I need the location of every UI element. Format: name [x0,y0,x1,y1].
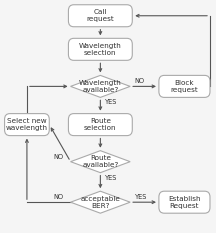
Text: NO: NO [54,194,64,200]
FancyBboxPatch shape [5,114,49,136]
Polygon shape [71,191,130,213]
Text: Wavelength
selection: Wavelength selection [79,43,122,56]
Text: Block
request: Block request [171,80,198,93]
Polygon shape [71,151,130,173]
Text: NO: NO [135,78,145,84]
Text: YES: YES [105,175,117,181]
Text: YES: YES [105,99,117,106]
FancyBboxPatch shape [68,5,132,27]
Text: NO: NO [54,154,64,160]
Text: Wavelength
available?: Wavelength available? [79,80,122,93]
Text: acceptable
BER?: acceptable BER? [80,196,120,209]
Text: Route
available?: Route available? [82,155,119,168]
FancyBboxPatch shape [159,75,210,97]
Text: Establish
Request: Establish Request [168,196,201,209]
FancyBboxPatch shape [159,191,210,213]
Text: YES: YES [135,194,147,200]
Text: Route
selection: Route selection [84,118,117,131]
Polygon shape [71,75,130,97]
FancyBboxPatch shape [68,114,132,136]
Text: Select new
wavelength: Select new wavelength [6,118,48,131]
FancyBboxPatch shape [68,38,132,60]
Text: Call
request: Call request [86,9,114,22]
